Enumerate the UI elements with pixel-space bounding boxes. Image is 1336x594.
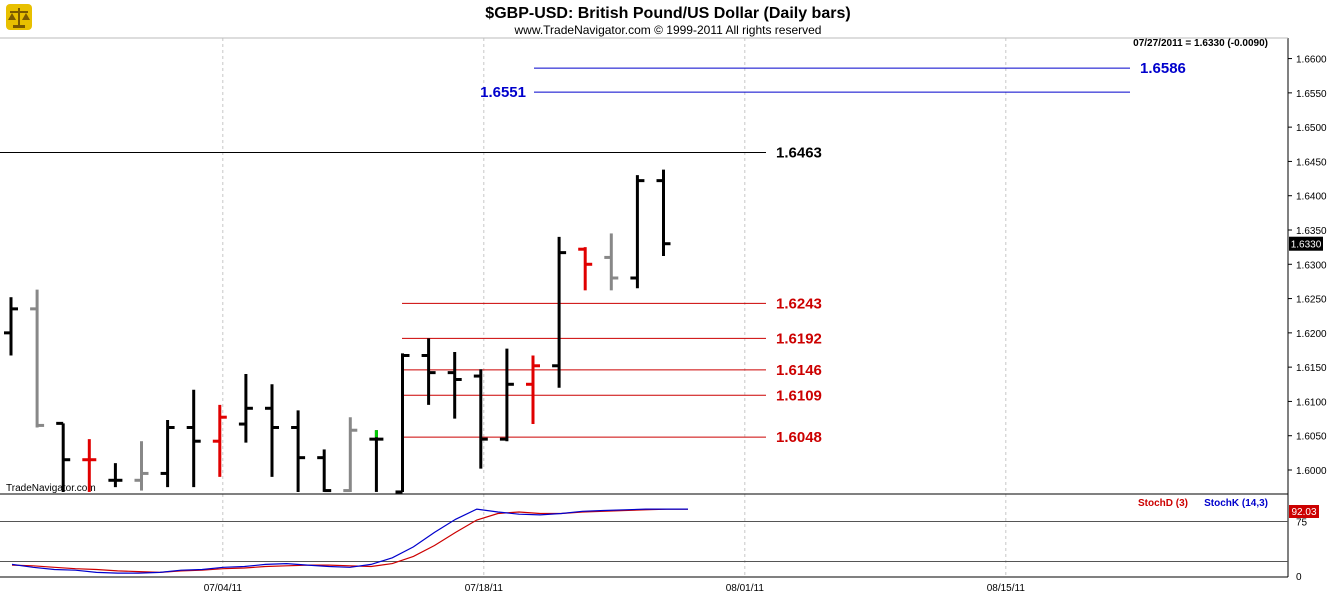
ohlc-bar: [238, 374, 253, 443]
stoch-tick-label: 75: [1296, 517, 1308, 528]
x-tick-label: 07/04/11: [204, 583, 243, 594]
ohlc-bar: [369, 430, 384, 492]
ohlc-bar: [160, 419, 175, 488]
x-tick-label: 07/18/11: [465, 583, 504, 594]
stochk-line: [11, 508, 688, 574]
ohlc-bar: [395, 353, 410, 494]
last-price-marker: 1.6330: [1289, 236, 1323, 251]
y-tick-label: 1.6050: [1296, 432, 1327, 443]
last-price-readout: 07/27/2011 = 1.6330 (-0.0090): [1133, 38, 1268, 49]
y-tick-label: 1.6200: [1296, 329, 1327, 340]
y-tick-label: 1.6600: [1296, 55, 1327, 66]
ohlc-bar: [212, 404, 227, 477]
ohlc-bar: [186, 389, 201, 488]
y-tick-label: 1.6300: [1296, 260, 1327, 271]
ohlc-bar: [447, 352, 462, 419]
y-tick-label: 1.6100: [1296, 397, 1327, 408]
stochk-legend: StochK (14,3): [1204, 498, 1268, 509]
ohlc-bar: [4, 297, 18, 356]
ohlc-bar: [82, 439, 97, 492]
ohlc-bar: [499, 348, 514, 442]
level-label: 1.6109: [776, 387, 822, 404]
ohlc-bar: [291, 410, 306, 492]
ohlc-bar: [630, 175, 645, 289]
watermark: TradeNavigator.com: [6, 483, 96, 494]
level-label: 1.6192: [776, 330, 822, 347]
price-bars: [4, 169, 671, 494]
stoch-last-value-marker: 92.03: [1289, 505, 1319, 518]
ohlc-bar: [526, 355, 540, 425]
ohlc-bar: [56, 421, 71, 492]
level-lines: 1.6586 1.6551 1.6463 1.6243 1.6192 1.6146 1.61…: [0, 60, 1186, 446]
y-tick-label: 1.6000: [1296, 466, 1327, 477]
stoch-tick-label: 0: [1296, 572, 1302, 583]
y-tick-label: 1.6450: [1296, 157, 1327, 168]
ohlc-bar: [604, 233, 619, 291]
y-tick-label: 1.6350: [1296, 226, 1327, 237]
stoch-last-value: 92.03: [1291, 507, 1316, 518]
copyright-text: www.TradeNavigator.com © 1999-2011 All r…: [514, 23, 822, 37]
y-tick-label: 1.6550: [1296, 89, 1327, 100]
ohlc-bar: [421, 338, 436, 405]
y-tick-label: 1.6500: [1296, 123, 1327, 134]
ohlc-bar: [578, 247, 593, 291]
stochastic-panel: 75 0: [0, 508, 1308, 583]
stochd-legend: StochD (3): [1138, 498, 1188, 509]
y-tick-label: 1.6150: [1296, 363, 1327, 374]
ohlc-bar: [343, 417, 358, 493]
x-tick-label: 08/15/11: [987, 583, 1026, 594]
y-tick-label: 1.6250: [1296, 295, 1327, 306]
ohlc-bar: [30, 289, 45, 428]
level-label: 1.6243: [776, 295, 822, 312]
level-label: 1.6146: [776, 362, 822, 379]
level-label: 1.6048: [776, 429, 822, 446]
ohlc-bar: [265, 384, 279, 477]
ohlc-bar: [134, 441, 149, 491]
ohlc-bar: [656, 169, 671, 257]
level-label: 1.6463: [776, 145, 822, 162]
ohlc-bar: [552, 236, 567, 388]
ohlc-bar: [473, 369, 488, 469]
x-axis-ticks: 07/04/11 07/18/11 08/01/11 08/15/11: [204, 583, 1026, 594]
y-tick-label: 1.6400: [1296, 192, 1327, 203]
last-price-label: 1.6330: [1291, 240, 1322, 251]
x-tick-label: 08/01/11: [726, 583, 765, 594]
level-label: 1.6551: [480, 84, 526, 101]
y-axis-ticks: 1.6600 1.6550 1.6500 1.6450 1.6400 1.6350 1.63…: [1288, 55, 1327, 477]
scales-icon: [6, 4, 32, 30]
ohlc-bar: [317, 449, 332, 493]
level-label: 1.6586: [1140, 60, 1186, 77]
chart-title: $GBP-USD: British Pound/US Dollar (Daily…: [485, 5, 850, 22]
ohlc-bar: [108, 463, 123, 488]
